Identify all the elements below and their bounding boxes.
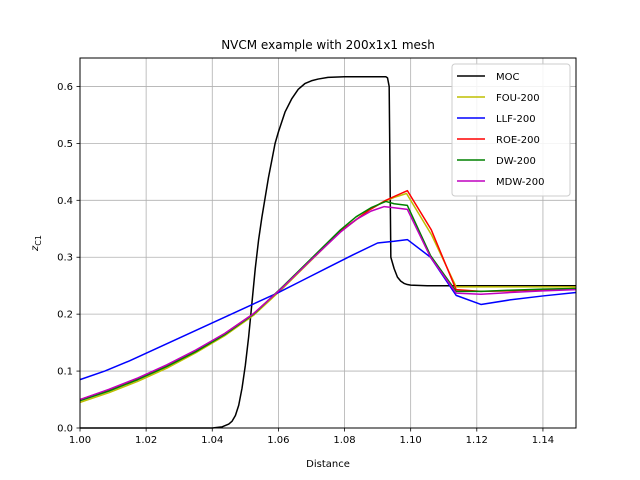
legend-label-mdw-200: MDW-200 <box>496 177 545 188</box>
x-tick-label: 1.00 <box>69 435 91 446</box>
x-tick-label: 1.04 <box>201 435 223 446</box>
series-line-dw-200 <box>79 200 577 402</box>
series-line-mdw-200 <box>79 205 577 401</box>
legend-label-roe-200: ROE-200 <box>496 135 540 146</box>
series-line-moc <box>80 76 576 429</box>
y-tick-label: 0.6 <box>57 82 73 93</box>
y-tick-label: 0.5 <box>57 139 73 150</box>
y-axis-label-main: z <box>30 245 41 252</box>
x-tick-label: 1.10 <box>400 435 422 446</box>
x-tick-label: 1.08 <box>333 435 355 446</box>
series-line-llf-200 <box>79 238 577 381</box>
legend-label-dw-200: DW-200 <box>496 156 536 167</box>
chart-title: NVCM example with 200x1x1 mesh <box>221 38 435 52</box>
y-tick-label: 0.3 <box>57 253 73 264</box>
y-tick-label: 0.4 <box>57 196 73 207</box>
x-tick-label: 1.12 <box>466 435 488 446</box>
legend-label-moc: MOC <box>496 72 519 83</box>
x-tick-label: 1.06 <box>267 435 289 446</box>
y-axis: 0.0 0.1 0.2 0.3 0.4 0.5 0.6 <box>57 82 80 435</box>
x-tick-label: 1.02 <box>135 435 157 446</box>
y-axis-label: zC1 <box>30 235 43 252</box>
legend-label-llf-200: LLF-200 <box>496 114 536 125</box>
x-axis: 1.00 1.02 1.04 1.06 1.08 1.10 1.12 1.14 <box>69 428 554 446</box>
x-axis-label: Distance <box>306 459 350 470</box>
y-axis-label-sub: C1 <box>34 235 43 246</box>
y-tick-label: 0.0 <box>57 424 73 435</box>
legend: MOC FOU-200 LLF-200 ROE-200 DW-200 MDW-200 <box>451 63 571 197</box>
plot-area <box>79 76 577 429</box>
x-tick-label: 1.14 <box>532 435 554 446</box>
axes-frame <box>79 57 577 429</box>
y-tick-label: 0.2 <box>57 310 73 321</box>
y-tick-label: 0.1 <box>57 367 73 378</box>
legend-label-fou-200: FOU-200 <box>496 93 540 104</box>
